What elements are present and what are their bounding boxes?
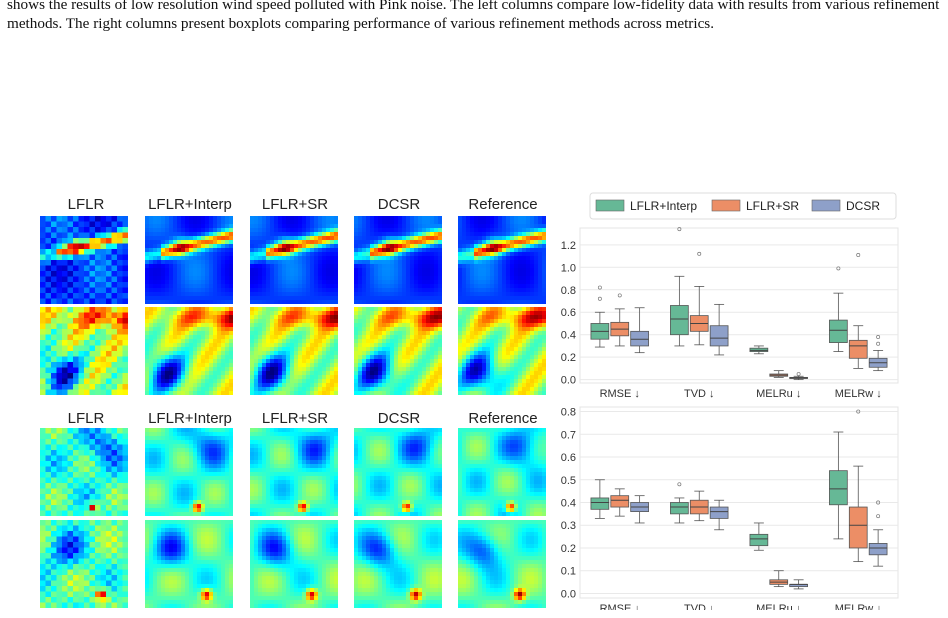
x-tick-label: RMSE ↓	[600, 603, 640, 610]
box	[749, 347, 769, 352]
heatmap-bottom-a-dcsr	[354, 428, 442, 516]
flier-point	[796, 372, 801, 376]
x-tick-label: MELRu ↓	[756, 388, 801, 400]
legend-swatch	[811, 199, 841, 212]
heatmap-top-b-lflr-sr	[250, 307, 338, 395]
flier-point	[876, 334, 881, 339]
legend-label: DCSR	[846, 199, 880, 213]
col-label-lflr-interp: LFLR+Interp	[148, 196, 232, 213]
box	[848, 506, 868, 549]
box	[829, 319, 848, 343]
legend-swatch	[711, 199, 741, 212]
y-tick-label: 0.0	[561, 588, 576, 600]
col-label-lflr-interp: LFLR+Interp	[148, 410, 232, 427]
col-label-lflr-sr: LFLR+SR	[261, 196, 329, 213]
box	[709, 325, 729, 347]
flier-point	[856, 253, 861, 257]
x-tick-label: MELRu ↓	[756, 603, 801, 610]
heatmap-top-b-lflr	[40, 307, 128, 395]
heatmap-top-a-dcsr	[354, 216, 442, 304]
heatmap-bottom-b-lflr-interp	[145, 520, 233, 608]
flier-point	[876, 341, 881, 346]
box	[709, 506, 729, 519]
boxplot-panel: 0.0 0.2 0.4 0.6 0.8 1.0 1.2 RMSE ↓ TVD ↓ MELRu ↓ M…	[561, 192, 899, 610]
col-label-lflr: LFLR	[67, 410, 105, 427]
legend-label: LFLR+Interp	[630, 199, 697, 213]
flier-point	[836, 266, 841, 271]
box	[610, 495, 630, 508]
box	[630, 330, 649, 347]
y-tick-label: 0.4	[561, 498, 576, 510]
y-tick-label: 1.0	[561, 262, 576, 274]
y-tick-label: 0.1	[561, 566, 576, 578]
heatmap-top-a-lflr-interp	[145, 216, 233, 304]
y-tick-label: 0.2	[561, 543, 576, 555]
heatmap-bottom-a-lflr-sr	[250, 428, 338, 516]
flier-point	[597, 285, 602, 290]
y-tick-label: 0.4	[561, 330, 576, 342]
x-tick-label: TVD ↓	[684, 603, 715, 610]
flier-point	[677, 227, 682, 232]
heatmap-bottom-b-reference	[458, 520, 546, 608]
y-tick-label: 0.7	[561, 429, 576, 441]
flier-point	[876, 514, 881, 519]
box	[868, 543, 888, 556]
heatmap-top-a-lflr-sr	[250, 216, 338, 304]
figure-caption: shows the results of low resolution wind…	[7, 0, 940, 32]
legend-swatch	[595, 199, 625, 212]
heatmap-bottom-b-dcsr	[354, 520, 442, 608]
box	[590, 497, 610, 510]
box	[829, 470, 848, 506]
col-label-reference: Reference	[468, 410, 538, 427]
flier-point	[876, 500, 881, 505]
y-tick-label: 0.8	[561, 285, 576, 297]
y-tick-label: 0.0	[561, 375, 576, 387]
y-tick-label: 0.8	[561, 407, 576, 419]
y-tick-label: 0.6	[561, 307, 576, 319]
col-label-dcsr: DCSR	[377, 196, 421, 213]
flier-point	[597, 296, 602, 301]
x-tick-label: MELRw ↓	[835, 388, 882, 400]
heatmap-bottom-a-reference	[458, 428, 546, 516]
x-tick-label: RMSE ↓	[600, 388, 640, 400]
heatmap-bottom-b-lflr-sr	[250, 520, 338, 608]
col-label-dcsr: DCSR	[377, 410, 421, 427]
heatmap-bottom-a-lflr-interp	[145, 428, 233, 516]
heatmap-bottom-a-lflr	[40, 428, 128, 516]
y-tick-label: 0.2	[561, 352, 576, 364]
flier-point	[856, 409, 861, 414]
y-tick-label: 0.3	[561, 520, 576, 532]
col-label-lflr: LFLR	[67, 196, 105, 213]
heatmap-top-b-dcsr	[354, 307, 442, 395]
heatmap-top-a-reference	[458, 216, 546, 304]
col-label-reference: Reference	[468, 196, 538, 213]
y-tick-label: 0.5	[561, 475, 576, 487]
y-tick-label: 0.6	[561, 452, 576, 464]
box	[670, 502, 689, 515]
heatmap-top-b-reference	[458, 307, 546, 395]
heatmap-top-b-lflr-interp	[145, 307, 233, 395]
box	[749, 533, 769, 547]
flier-point	[617, 293, 622, 298]
y-tick-label: 1.2	[561, 240, 576, 252]
heatmap-bottom-b-lflr	[40, 520, 128, 608]
box	[848, 339, 868, 359]
col-label-lflr-sr: LFLR+SR	[261, 410, 329, 427]
heatmap-top-a-lflr	[40, 216, 128, 304]
legend-box	[589, 192, 897, 220]
plot-area	[579, 227, 899, 384]
x-tick-label: MELRw ↓	[835, 603, 882, 610]
flier-point	[677, 482, 682, 487]
x-tick-label: TVD ↓	[684, 388, 715, 400]
box	[670, 305, 689, 336]
legend-label: LFLR+SR	[746, 199, 799, 213]
flier-point	[697, 251, 702, 256]
